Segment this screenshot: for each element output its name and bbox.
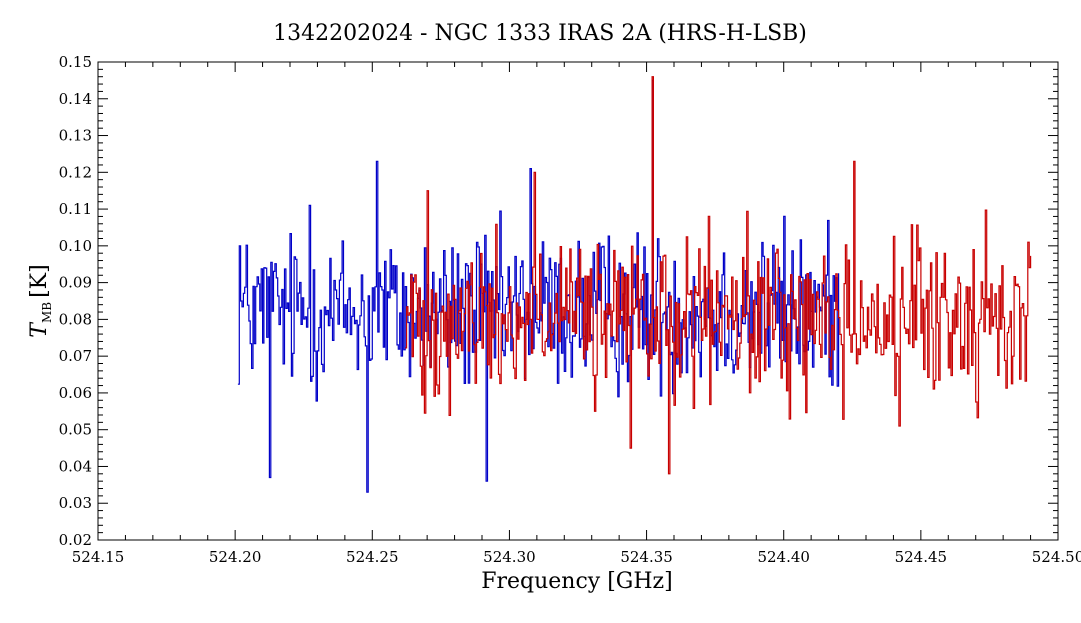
x-tick-label: 524.50: [1032, 548, 1081, 566]
y-axis-title: TMB [K]: [27, 264, 54, 337]
series-layer: [237, 76, 1032, 493]
x-tick-label: 524.25: [346, 548, 399, 566]
plot-frame: [97, 61, 1059, 541]
y-tick-label: 0.11: [59, 200, 92, 218]
y-axis-title-group: TMB [K]: [27, 264, 54, 337]
chart-title: 1342202024 - NGC 1333 IRAS 2A (HRS-H-LSB…: [273, 21, 807, 46]
y-tick-label: 0.06: [59, 384, 92, 402]
y-tick-label: 0.13: [59, 127, 92, 145]
x-axis-title: Frequency [GHz]: [481, 569, 673, 594]
x-tick-label: 524.35: [620, 548, 673, 566]
y-tick-label: 0.10: [59, 237, 92, 255]
x-tick-label: 524.30: [483, 548, 536, 566]
y-tick-label: 0.03: [59, 494, 92, 512]
y-tick-label: 0.07: [59, 347, 92, 365]
y-tick-label: 0.05: [59, 421, 92, 439]
x-tick-label: 524.20: [209, 548, 262, 566]
y-tick-label: 0.04: [59, 457, 92, 475]
x-tick-label: 524.15: [72, 548, 125, 566]
spectrum-series-red: [405, 76, 1032, 475]
x-tick-label: 524.40: [757, 548, 810, 566]
y-tick-label: 0.09: [59, 274, 92, 292]
y-tick-label: 0.14: [59, 90, 92, 108]
y-tick-label: 0.08: [59, 310, 92, 328]
y-axis-title-main: T: [27, 321, 52, 338]
x-tick-label: 524.45: [895, 548, 948, 566]
y-axis-title-sub: MB: [40, 302, 54, 323]
x-axis-ticks: 524.15 524.20 524.25 524.30 524.35 524.40 524.…: [72, 62, 1081, 566]
y-tick-label: 0.02: [59, 531, 92, 549]
y-axis-ticks: 0.02 0.03 0.04 0.05 0.06 0.07 0.08 0.09 0.10 0.11…: [59, 53, 1058, 549]
y-tick-label: 0.15: [59, 53, 92, 71]
y-axis-title-unit: [K]: [27, 264, 52, 298]
spectrum-series-blue: [237, 79, 840, 493]
y-tick-label: 0.12: [59, 163, 92, 181]
